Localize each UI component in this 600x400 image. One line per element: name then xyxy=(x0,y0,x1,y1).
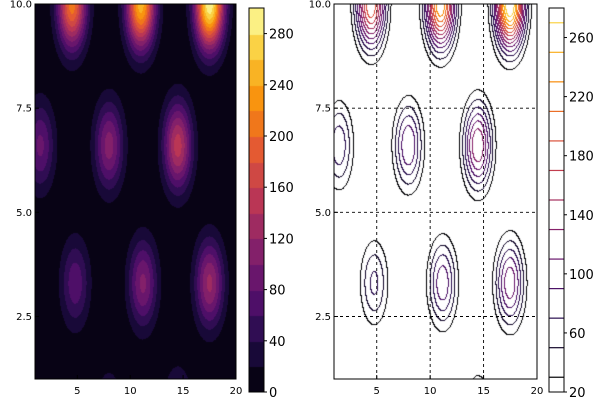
left-colorbar-ticks: 0 40 80 120 160 200 240 280 xyxy=(264,28,294,400)
right-colorbar-group: 20 60 100 140 180 220 260 xyxy=(548,7,594,400)
colorbar-tick-label: 60 xyxy=(569,327,586,342)
right-x-tick-label: 20 xyxy=(531,386,544,397)
colorbar-tick-label: 200 xyxy=(269,130,294,145)
colorbar-tick-label: 220 xyxy=(569,91,594,106)
left-x-tick-label: 20 xyxy=(230,386,243,397)
right-y-tick-label: 10.0 xyxy=(309,0,331,11)
right-x-tick-label: 5 xyxy=(374,386,380,397)
left-y-tick-label: 10.0 xyxy=(10,0,32,11)
right-colorbar-frame xyxy=(548,7,565,393)
colorbar-tick-label: 80 xyxy=(269,284,286,299)
right-y-tick-label: 5.0 xyxy=(315,208,331,219)
right-colorbar-level-lines xyxy=(549,22,564,378)
colorbar-tick-label: 0 xyxy=(269,386,277,400)
right-x-axis: 5 10 15 20 xyxy=(374,375,544,397)
left-y-tick-label: 2.5 xyxy=(16,312,32,323)
colorbar-tick-label: 20 xyxy=(569,386,586,400)
colorbar-tick-label: 180 xyxy=(569,150,594,165)
left-colorbar-group: 0 40 80 120 160 200 240 280 xyxy=(248,7,294,400)
colorbar-tick-label: 40 xyxy=(269,335,286,350)
left-x-tick-label: 10 xyxy=(124,386,137,397)
colorbar-tick-label: 280 xyxy=(269,28,294,43)
colorbar-tick-label: 100 xyxy=(569,268,594,283)
left-plot-frame xyxy=(34,3,237,380)
right-panel: 5 10 15 20 2.5 5.0 7.5 10.0 xyxy=(309,0,544,397)
right-colorbar-ticks: 20 60 100 140 180 220 260 xyxy=(564,32,594,400)
colorbar-tick-label: 160 xyxy=(269,181,294,196)
left-y-tick-label: 7.5 xyxy=(16,104,32,115)
left-colorbar xyxy=(249,8,264,392)
colorbar-tick-label: 260 xyxy=(569,32,594,47)
left-x-tick-label: 15 xyxy=(177,386,190,397)
left-y-axis: 2.5 5.0 7.5 10.0 xyxy=(10,0,39,323)
right-line-contour-plot xyxy=(334,4,537,379)
right-y-axis: 2.5 5.0 7.5 10.0 xyxy=(309,0,338,323)
left-filled-contour-heatmap xyxy=(35,4,236,379)
right-x-tick-label: 10 xyxy=(424,386,437,397)
left-panel: 5 10 15 20 2.5 5.0 7.5 10.0 xyxy=(10,0,243,397)
colorbar-tick-label: 140 xyxy=(569,209,594,224)
right-x-tick-label: 15 xyxy=(477,386,490,397)
colorbar-tick-label: 240 xyxy=(269,79,294,94)
left-x-axis: 5 10 15 20 xyxy=(74,375,242,397)
right-plot-frame xyxy=(333,3,538,380)
right-y-tick-label: 2.5 xyxy=(315,312,331,323)
left-y-tick-label: 5.0 xyxy=(16,208,32,219)
left-x-tick-label: 5 xyxy=(74,386,80,397)
left-colorbar-frame xyxy=(248,7,265,393)
right-y-tick-label: 7.5 xyxy=(315,104,331,115)
colorbar-tick-label: 120 xyxy=(269,232,294,247)
